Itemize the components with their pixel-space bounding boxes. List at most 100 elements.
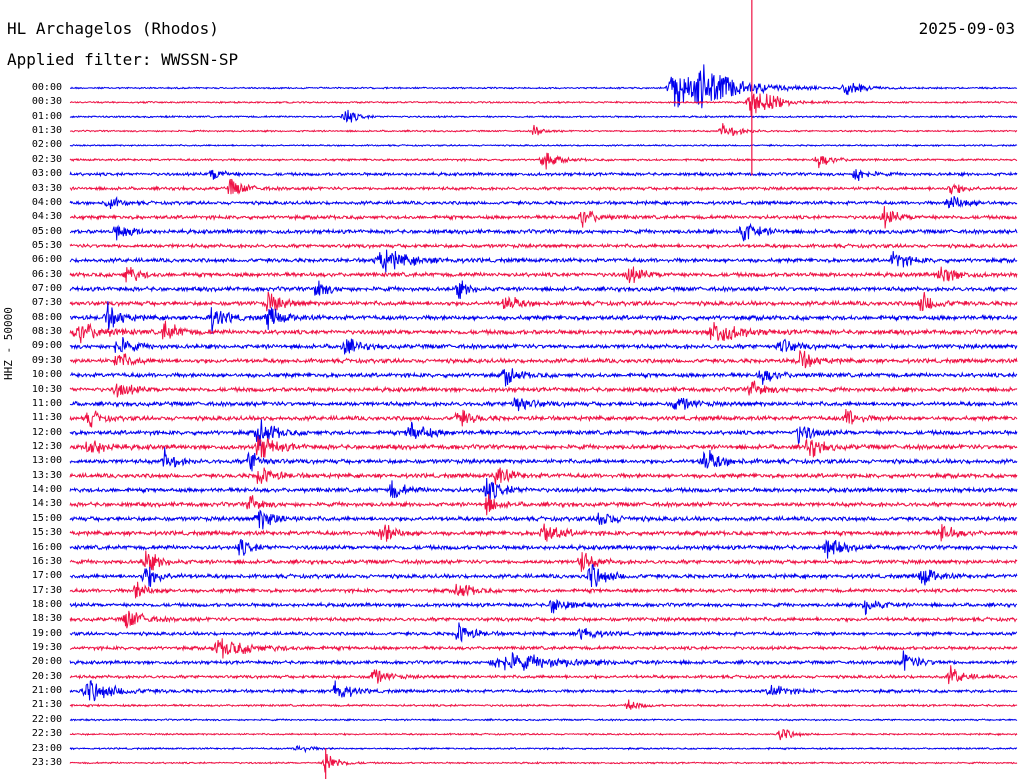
time-label: 07:00 bbox=[31, 283, 62, 295]
trace-row bbox=[69, 380, 1018, 398]
trace-row bbox=[69, 266, 1018, 284]
time-label: 19:00 bbox=[31, 627, 62, 639]
time-label: 15:30 bbox=[31, 527, 62, 539]
time-label: 06:00 bbox=[31, 254, 62, 266]
time-label: 16:30 bbox=[31, 555, 62, 567]
trace-row bbox=[69, 436, 1018, 458]
trace-row bbox=[69, 477, 1018, 502]
trace-row bbox=[69, 679, 1018, 702]
time-label: 05:30 bbox=[31, 239, 62, 251]
trace-row bbox=[69, 93, 1018, 117]
time-label: 08:00 bbox=[31, 311, 62, 323]
trace-row bbox=[69, 408, 1018, 428]
trace-row bbox=[69, 493, 1018, 516]
time-label: 23:00 bbox=[31, 742, 62, 754]
time-label: 13:30 bbox=[31, 469, 62, 481]
trace-row bbox=[69, 729, 1018, 741]
time-label: 20:00 bbox=[31, 656, 62, 668]
time-label: 18:30 bbox=[31, 613, 62, 625]
trace-row bbox=[69, 169, 1018, 181]
time-label: 05:00 bbox=[31, 225, 62, 237]
trace-row bbox=[69, 744, 1018, 754]
trace-row bbox=[69, 336, 1018, 355]
time-label: 09:00 bbox=[31, 340, 62, 352]
trace-row bbox=[69, 320, 1018, 344]
time-label: 21:30 bbox=[31, 699, 62, 711]
time-label: 15:00 bbox=[31, 512, 62, 524]
trace-row bbox=[69, 598, 1018, 616]
time-label: 13:00 bbox=[31, 455, 62, 467]
trace-row bbox=[69, 550, 1018, 572]
trace-row bbox=[69, 610, 1018, 629]
trace-row bbox=[69, 523, 1018, 542]
trace-row bbox=[69, 280, 1018, 299]
time-label: 02:00 bbox=[31, 139, 62, 151]
trace-row bbox=[69, 152, 1018, 170]
trace-row bbox=[69, 397, 1018, 412]
trace-row bbox=[69, 509, 1018, 530]
trace-row bbox=[69, 467, 1018, 485]
trace-row bbox=[69, 123, 1018, 137]
trace-row bbox=[69, 622, 1018, 643]
time-label: 22:00 bbox=[31, 713, 62, 725]
trace-row bbox=[69, 143, 1018, 148]
station-title: HL Archagelos (Rhodos) bbox=[7, 19, 219, 38]
time-label: 06:30 bbox=[31, 268, 62, 280]
trace-row bbox=[69, 291, 1018, 312]
trace-row bbox=[69, 638, 1018, 659]
time-label: 01:00 bbox=[31, 110, 62, 122]
trace-row bbox=[70, 301, 1018, 334]
filter-label: Applied filter: WWSSN-SP bbox=[7, 50, 239, 69]
trace-row bbox=[70, 64, 1018, 109]
time-label: 17:00 bbox=[31, 570, 62, 582]
time-label: 04:30 bbox=[31, 211, 62, 223]
time-label: 03:00 bbox=[31, 168, 62, 180]
trace-row bbox=[69, 563, 1018, 588]
time-label: 22:30 bbox=[31, 728, 62, 740]
time-label: 10:30 bbox=[31, 383, 62, 395]
trace-row bbox=[69, 538, 1018, 559]
date-label: 2025-09-03 bbox=[918, 19, 1015, 38]
time-label: 00:30 bbox=[31, 96, 62, 108]
time-label: 07:30 bbox=[31, 297, 62, 309]
trace-row bbox=[69, 699, 1018, 710]
time-label: 02:30 bbox=[31, 153, 62, 165]
time-label: 17:30 bbox=[31, 584, 62, 596]
trace-row bbox=[69, 350, 1018, 369]
trace-row bbox=[69, 753, 1018, 773]
time-label: 18:00 bbox=[31, 598, 62, 610]
time-label: 14:00 bbox=[31, 484, 62, 496]
time-label: 12:30 bbox=[31, 441, 62, 452]
time-label: 21:00 bbox=[31, 685, 62, 697]
trace-row bbox=[69, 581, 1017, 599]
trace-row bbox=[69, 665, 1018, 685]
time-label: 16:00 bbox=[31, 541, 62, 553]
trace-row bbox=[69, 249, 1018, 273]
trace-row bbox=[69, 650, 1018, 671]
trace-row bbox=[69, 447, 1018, 472]
time-label: 09:30 bbox=[31, 354, 62, 366]
time-label: 19:30 bbox=[31, 642, 62, 654]
trace-row bbox=[69, 206, 1018, 229]
time-label: 11:00 bbox=[31, 397, 62, 409]
time-label: 12:00 bbox=[31, 426, 62, 438]
time-label: 20:30 bbox=[31, 670, 62, 682]
trace-row bbox=[69, 195, 1018, 209]
trace-row bbox=[69, 242, 1018, 250]
time-label: 23:30 bbox=[31, 756, 62, 768]
trace-row bbox=[69, 368, 1018, 387]
trace-row bbox=[69, 222, 1018, 242]
trace-row bbox=[69, 109, 1018, 123]
time-label: 11:30 bbox=[31, 412, 62, 424]
time-label: 01:30 bbox=[31, 125, 62, 137]
time-label: 10:00 bbox=[31, 369, 62, 381]
time-label: 14:30 bbox=[31, 498, 62, 510]
trace-row bbox=[69, 178, 1018, 195]
trace-row bbox=[69, 717, 1018, 722]
time-label: 08:30 bbox=[31, 326, 62, 338]
time-label: 03:30 bbox=[31, 182, 62, 194]
time-label: 04:00 bbox=[31, 196, 62, 208]
time-label: 00:00 bbox=[31, 82, 62, 93]
trace-row bbox=[69, 419, 1018, 446]
